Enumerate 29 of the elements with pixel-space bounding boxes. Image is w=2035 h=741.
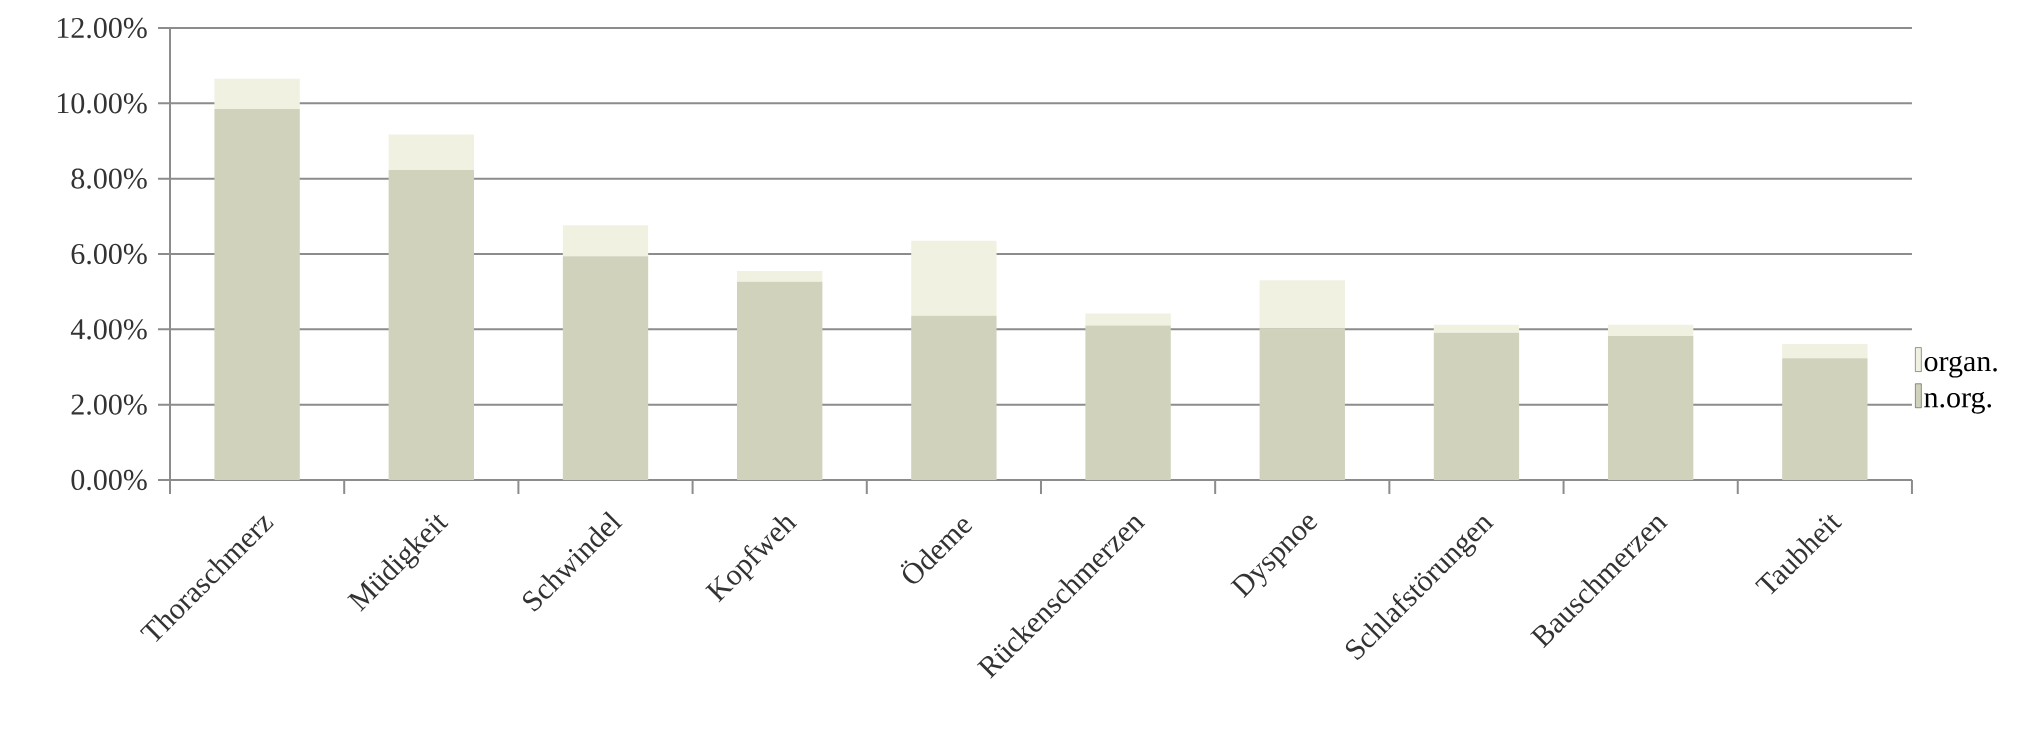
bar: [737, 281, 823, 480]
bar: [388, 170, 474, 480]
y-tick-label: 6.00%: [71, 243, 147, 265]
bar: [1259, 328, 1345, 480]
bar: [1607, 324, 1694, 337]
bar: [214, 108, 300, 480]
bar: [1433, 324, 1520, 333]
y-tick-label: 8.00%: [71, 168, 147, 189]
bar: [1607, 336, 1694, 480]
bar: [1782, 358, 1868, 480]
bar: [737, 270, 823, 282]
y-tick-label: 2.00%: [71, 394, 147, 415]
bar: [562, 225, 649, 257]
bar: [1433, 332, 1520, 480]
bar: [388, 134, 474, 170]
bar: [911, 240, 997, 316]
bar: [1259, 280, 1345, 329]
bar: [1085, 313, 1171, 326]
bar: [1085, 325, 1171, 480]
bar: [214, 78, 300, 109]
bar: [911, 315, 997, 480]
y-tick-label: 12.00%: [57, 17, 147, 39]
bar: [1782, 344, 1868, 359]
legend-label: organ.: [1924, 355, 1997, 378]
legend-label: n.org.: [1924, 391, 1992, 414]
bar: [562, 256, 649, 480]
y-tick-label: 0.00%: [71, 469, 147, 491]
y-tick-label: 10.00%: [57, 93, 147, 114]
y-tick-label: 4.00%: [70, 319, 147, 340]
